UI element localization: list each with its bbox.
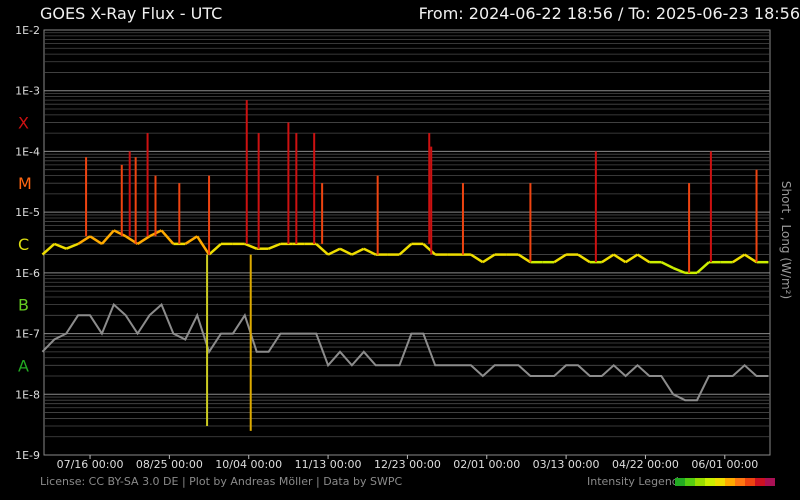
series-long-segment [53,242,67,250]
x-tick-label: 03/13 00:00 [533,458,600,470]
grid-lines [43,29,771,456]
series-long-segment [268,242,281,250]
legend-swatch [725,478,735,486]
series-long-segment [470,253,484,264]
series-long-segment [196,235,211,256]
x-tick-label: 10/04 00:00 [215,458,282,470]
axes: 1E-2 1E-3 1E-4 1E-5 1E-6 1E-7 1E-8 1E-9 X M C B A 07/… [15,24,758,470]
series-long-segment [101,229,115,245]
y-tick-label: 1E-8 [15,388,40,401]
legend-swatch [685,478,695,486]
x-tick-label: 11/13 00:00 [295,458,362,470]
series-long-segment [77,235,91,245]
intensity-legend-bar [675,478,775,486]
series-long-segment [208,242,222,256]
series-long-segment [65,242,79,250]
intensity-legend-label: Intensity Legend [587,475,679,488]
series-long-segment [244,242,258,250]
series-long-segment [184,235,198,245]
long-series [41,229,769,275]
series-long-segment [398,242,413,256]
series-long-segment [315,242,329,256]
y-tick-label: 1E-3 [15,85,40,98]
series-long-segment [422,242,437,256]
legend-swatch [705,478,715,486]
x-tick-label: 12/23 00:00 [374,458,441,470]
series-long-segment [636,253,651,264]
short-series [41,302,769,402]
y-tick-label: 1E-9 [15,449,40,462]
legend-swatch [755,478,765,486]
date-range-label: From: 2024-06-22 18:56 / To: 2025-06-23 … [418,4,800,23]
credits-text: License: CC BY-SA 3.0 DE | Plot by Andre… [40,475,403,488]
series-long-segment [351,247,365,256]
series-long-segment [672,266,686,275]
series-long-segment [41,242,56,256]
series-long-segment [89,235,103,245]
flare-class-label: M [18,174,32,193]
series-long-segment [743,253,758,264]
flare-spikes [85,100,758,431]
series-long-segment [327,247,341,256]
series-long-segment [363,247,377,256]
series-long-segment [136,235,151,245]
flare-class-label: C [18,235,29,254]
series-long-segment [660,261,674,270]
x-tick-label: 02/01 00:00 [453,458,520,470]
legend-swatch [735,478,745,486]
series-long-segment [577,253,591,264]
series-short-line [41,302,769,402]
series-long-segment [113,229,127,238]
series-long-segment [160,229,175,245]
y-tick-label: 1E-5 [15,206,40,219]
legend-swatch [695,478,705,486]
series-long-segment [553,253,567,264]
legend-swatch [745,478,755,486]
x-tick-label: 04/22 00:00 [612,458,679,470]
series-long-segment [601,253,615,264]
legend-swatch [675,478,685,486]
series-long-segment [732,253,746,264]
x-tick-label: 08/25 00:00 [136,458,203,470]
x-tick-label: 07/16 00:00 [57,458,124,470]
y-tick-label: 1E-6 [15,267,40,280]
series-long-segment [696,261,710,274]
legend-swatch [765,478,775,486]
series-long-segment [624,253,639,264]
series-long-segment [482,253,496,264]
y-axis-side-label: Short , Long (W/m²) [779,180,793,300]
series-long-segment [339,247,353,256]
x-tick-label: 06/01 00:00 [691,458,758,470]
chart-title: GOES X-Ray Flux - UTC [40,4,223,23]
series-long-segment [613,253,627,264]
y-tick-label: 1E-4 [15,145,40,158]
flare-class-label: A [18,356,29,375]
flare-class-label: B [18,296,29,315]
legend-swatch [715,478,725,486]
y-tick-label: 1E-2 [15,24,40,37]
plot-frame [43,29,771,456]
series-long-segment [517,253,532,264]
flare-class-label: X [18,113,29,132]
xray-flux-chart: 1E-2 1E-3 1E-4 1E-5 1E-6 1E-7 1E-8 1E-9 X M C B A 07/… [15,24,771,470]
y-tick-label: 1E-7 [15,328,40,341]
